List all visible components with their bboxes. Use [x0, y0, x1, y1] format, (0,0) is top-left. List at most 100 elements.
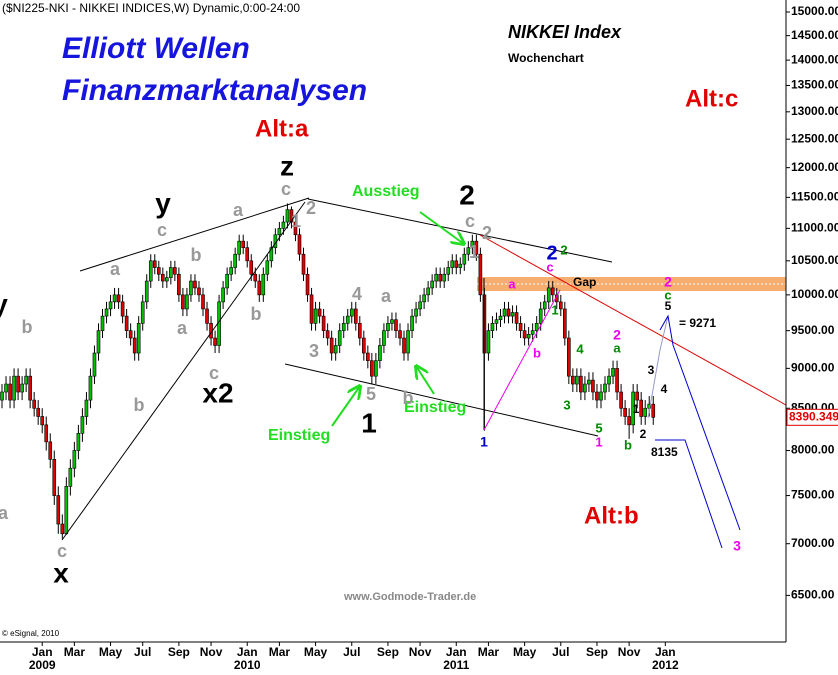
candle-body	[185, 294, 189, 310]
candle-body	[426, 287, 430, 296]
y-tick-label: 15000.00	[791, 4, 838, 18]
candle-body	[177, 273, 181, 296]
candle-body	[44, 424, 49, 443]
x-tick-label: Nov	[617, 645, 641, 659]
candle-body	[152, 260, 157, 268]
candle-body	[144, 280, 149, 303]
candle-body	[289, 209, 294, 223]
candle-body	[201, 294, 205, 310]
candle-body	[156, 267, 161, 275]
wave-label: 2	[482, 223, 492, 243]
candle-body	[374, 360, 378, 377]
candle-body	[345, 315, 350, 324]
wave-label: 3	[733, 538, 741, 554]
wave-label: b	[191, 245, 202, 265]
candle-body	[317, 308, 322, 317]
candle-body	[458, 263, 463, 268]
candle-body	[132, 337, 137, 354]
header: ($NI225-NKI - NIKKEI INDICES,W) Dynamic,…	[2, 1, 300, 15]
candle-body	[466, 247, 471, 255]
y-tick-label: 7000.00	[791, 536, 835, 550]
y-tick-label: 7500.00	[791, 488, 835, 502]
last-price-box	[786, 408, 838, 426]
candle-body	[76, 433, 81, 451]
candle-body	[257, 280, 262, 296]
candle-body	[530, 330, 535, 335]
y-tick-label: 9000.00	[791, 361, 835, 375]
candle-body	[4, 383, 8, 393]
trend-line	[79, 197, 310, 272]
candle-body	[599, 391, 603, 401]
candle-body	[64, 486, 69, 535]
candle-body	[104, 308, 109, 317]
candle-body	[595, 391, 599, 401]
wave-label: b	[624, 437, 632, 452]
candle-body	[583, 383, 587, 393]
wave-label: a	[613, 340, 621, 355]
candle-body	[386, 323, 390, 331]
wave-label: 2	[459, 179, 475, 210]
y-tick-label: 10000.00	[791, 287, 838, 301]
candle-body	[518, 323, 523, 331]
candle-body	[161, 273, 165, 282]
candle-body	[169, 267, 173, 278]
candle-body	[370, 360, 374, 377]
candle-body	[124, 315, 129, 331]
wave-label: b	[533, 345, 541, 360]
candle-body	[362, 337, 366, 354]
wave-label: 2	[560, 242, 567, 257]
candle-body	[406, 330, 410, 354]
candle-body	[454, 260, 459, 268]
x-tick-label: May	[98, 645, 123, 659]
candle-body	[96, 330, 101, 354]
candle-body	[418, 301, 422, 310]
candle-body	[140, 301, 145, 324]
candle-body	[430, 280, 434, 289]
x-tick-label: Jul	[134, 645, 152, 659]
candle-body	[28, 375, 32, 401]
candle-body	[607, 375, 611, 385]
wave-label: c	[157, 220, 167, 240]
candle-body	[446, 267, 451, 275]
wave-label: 5	[595, 420, 602, 435]
wave-label: c	[664, 287, 671, 302]
target-label: = 9271	[679, 316, 716, 330]
candle-body	[56, 495, 61, 525]
wave-label: a	[177, 318, 188, 338]
candle-body	[522, 330, 527, 339]
candle-body	[643, 407, 648, 417]
candle-body	[301, 253, 306, 275]
wave-label: 2	[640, 427, 647, 441]
candle-body	[329, 337, 334, 354]
candle-body	[422, 294, 426, 303]
wave-label: 1	[291, 211, 301, 231]
candle-body	[651, 403, 656, 418]
wave-label: 3	[309, 341, 319, 361]
signal-arrow	[419, 211, 464, 244]
signal-label: Einstieg	[404, 399, 466, 416]
candle-body	[357, 323, 362, 339]
wave-label: b	[134, 395, 145, 415]
candle-body	[36, 407, 40, 417]
wave-label: 1	[595, 434, 602, 449]
candle-body	[587, 379, 591, 385]
wave-label: z	[280, 150, 294, 181]
candle-body	[48, 441, 53, 460]
candle-body	[120, 301, 125, 317]
candle-body	[341, 323, 346, 331]
candle-body	[353, 308, 358, 324]
candle-body	[498, 315, 503, 321]
wave-label: c	[546, 259, 553, 274]
candle-body	[281, 221, 286, 229]
wave-label: c	[465, 211, 475, 231]
candle-body	[148, 260, 153, 282]
wave-label: 5	[366, 384, 376, 404]
candle-body	[100, 315, 105, 331]
scenario-label: Alt:b	[584, 502, 639, 529]
x-tick-label: Jan 2011	[443, 645, 470, 672]
candle-body	[510, 312, 515, 317]
trend-line	[284, 363, 599, 437]
wave-label: a	[381, 286, 392, 306]
